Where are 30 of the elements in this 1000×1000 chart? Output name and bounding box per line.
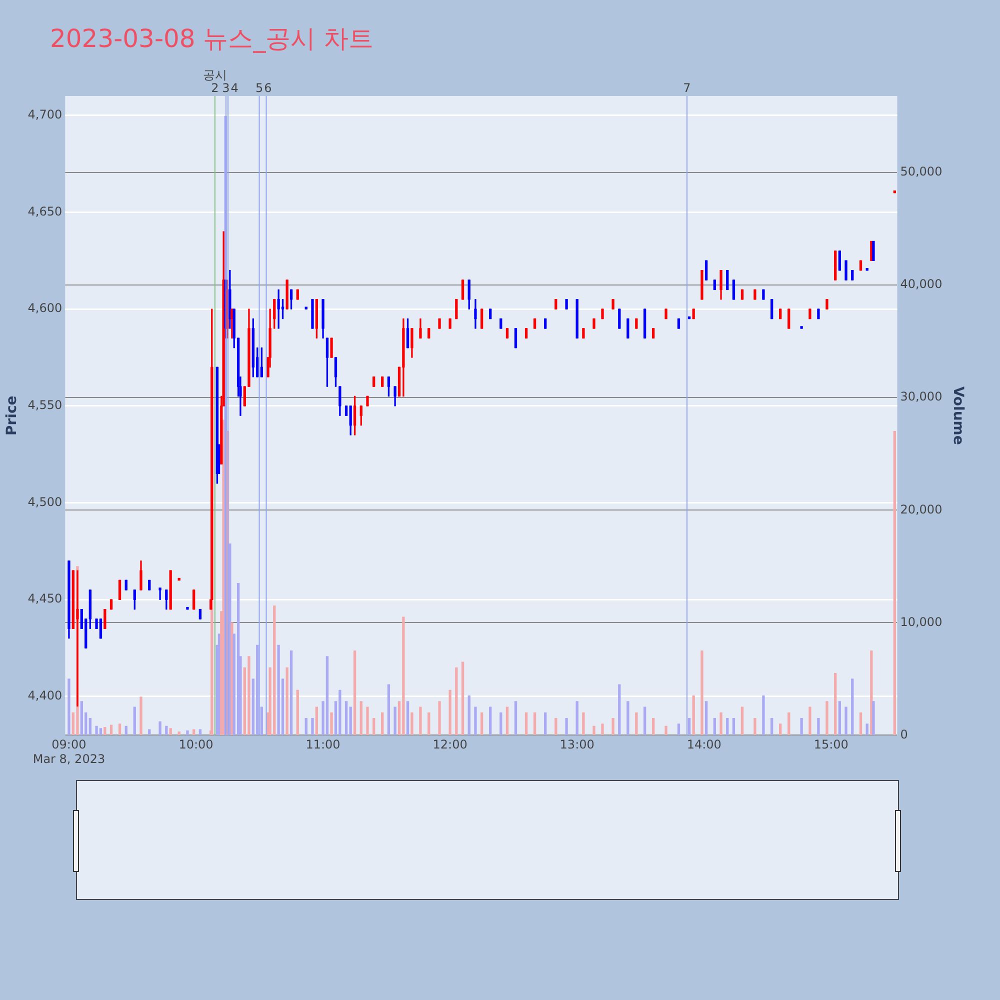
text: 3 [222,81,230,96]
x-tick-label: 15:00 [814,738,848,752]
y2-tick-label: 0 [900,727,908,742]
y2-tick-label: 40,000 [900,277,942,292]
y-tick-label: 4,500 [28,494,62,509]
text: 5 [255,81,264,96]
text: 공시 [202,68,227,82]
x-tick-label: 14:00 [686,738,722,752]
y2-tick-label: 20,000 [900,502,942,516]
text: 4 [230,81,238,96]
y-tick-label: 4,450 [28,592,62,606]
y-tick-label: 4,700 [28,107,62,122]
x-tick-label: 12:00 [432,738,468,752]
y2-tick-label: 50,000 [900,164,942,179]
y-tick-label: 4,550 [28,398,62,412]
x-tick-label: 10:00 [178,738,214,752]
y-tick-label: 4,400 [28,688,62,703]
y2-tick-label: 30,000 [900,390,942,404]
text: 7 [683,81,691,96]
y-tick-label: 4,600 [28,301,62,316]
y2-tick-label: 10,000 [900,614,942,629]
y-tick-label: 4,650 [28,204,62,218]
text: 2 [211,81,219,96]
x-tick-label: 11:00 [306,738,340,752]
text: 6 [264,81,272,96]
chart-title: 2023-03-08 뉴스_공시 차트 [50,23,374,55]
x-tick-label: 13:00 [560,738,594,752]
x-tick-label: 09:00 Mar 8, 2023 [32,738,106,766]
y2-axis-title: Volume [950,386,966,445]
y-axis-title: Price [4,396,20,436]
